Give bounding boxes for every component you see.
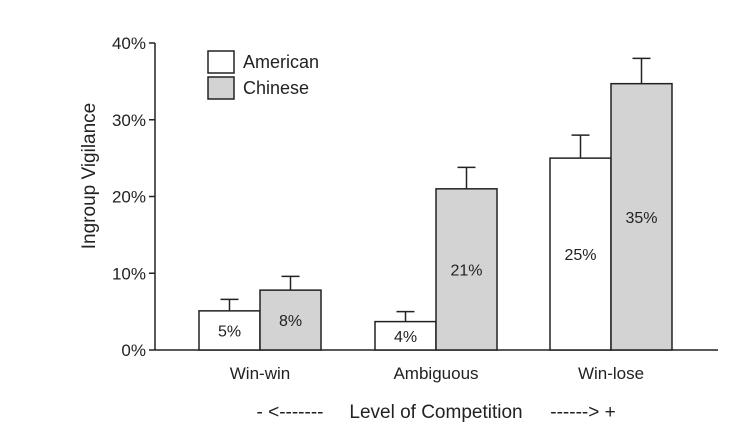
bar <box>610 82 673 351</box>
data-label: 5% <box>218 323 241 340</box>
legend-swatch <box>207 76 235 100</box>
data-label: 25% <box>564 247 596 264</box>
legend: American Chinese <box>207 50 319 100</box>
y-axis: 0% 10% 20% 30% 40% <box>112 34 156 360</box>
data-label: 8% <box>279 313 302 330</box>
bar <box>374 320 437 351</box>
x-axis-left-arrow: - <------- <box>257 402 324 423</box>
x-tick-label: Win-lose <box>578 364 644 383</box>
legend-label: American <box>243 52 319 72</box>
y-tick-label: 20% <box>112 188 146 207</box>
data-label: 35% <box>625 210 657 227</box>
y-axis-title: Ingroup Vigilance <box>79 103 100 249</box>
bar <box>549 157 612 351</box>
x-tick-label: Ambiguous <box>393 364 478 383</box>
x-axis-right-arrow: ------> + <box>550 402 615 423</box>
data-label: 4% <box>394 329 417 346</box>
y-tick-label: 10% <box>112 264 146 283</box>
bar <box>435 188 498 351</box>
y-tick-label: 0% <box>121 341 146 360</box>
data-label: 21% <box>450 262 482 279</box>
bar <box>259 289 322 351</box>
x-axis: Win-win Ambiguous Win-lose <box>155 349 718 383</box>
bars: 5% 4% 25% 8% 21% 35% <box>198 57 673 351</box>
legend-label: Chinese <box>243 78 309 98</box>
y-tick-label: 40% <box>112 34 146 53</box>
legend-swatch <box>207 50 235 74</box>
x-axis-title: Level of Competition <box>349 402 522 423</box>
x-tick-label: Win-win <box>230 364 290 383</box>
y-tick-label: 30% <box>112 111 146 130</box>
